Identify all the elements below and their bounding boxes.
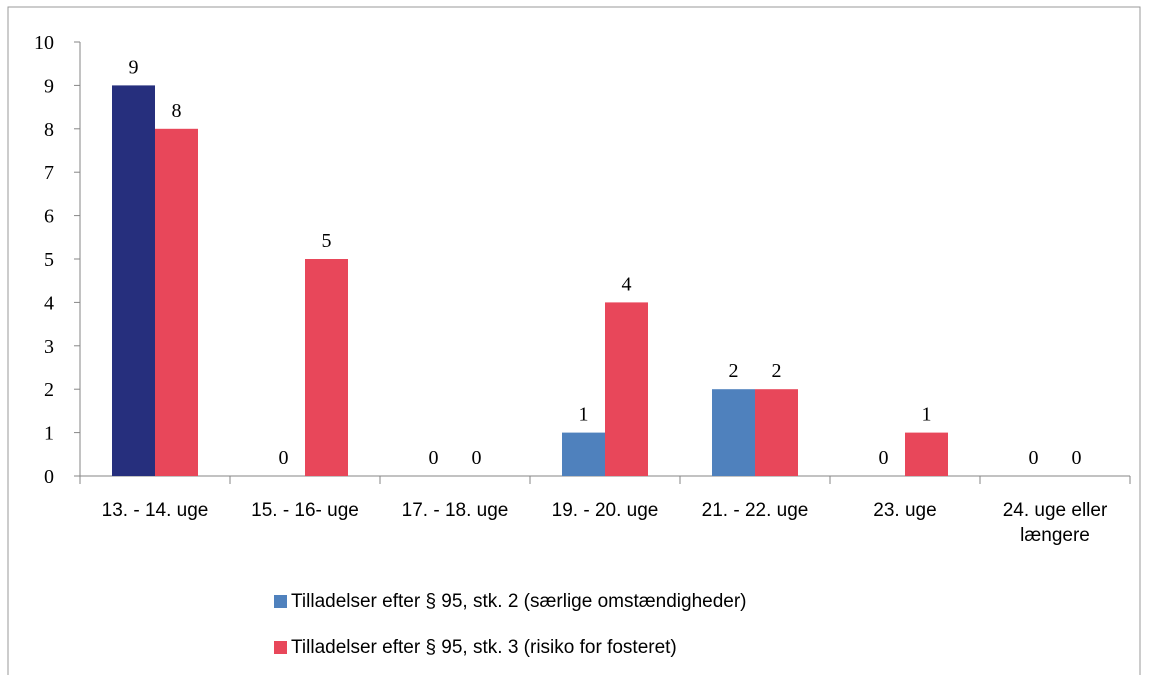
bar bbox=[562, 432, 605, 476]
data-label: 8 bbox=[172, 100, 182, 122]
x-tick-label: 15. - 16- uge bbox=[251, 500, 359, 521]
chart-border bbox=[7, 6, 1141, 675]
y-tick-label: 0 bbox=[44, 466, 54, 488]
data-label: 5 bbox=[322, 230, 332, 252]
y-tick-label: 7 bbox=[44, 162, 54, 184]
y-tick-label: 4 bbox=[44, 292, 54, 314]
x-tick-label: 17. - 18. uge bbox=[401, 500, 509, 521]
y-tick-label: 1 bbox=[44, 423, 54, 445]
bar bbox=[155, 128, 198, 477]
legend-swatch bbox=[274, 595, 287, 608]
data-label: 0 bbox=[1029, 447, 1039, 469]
legend-swatch bbox=[274, 641, 287, 654]
bar bbox=[905, 432, 948, 476]
x-tick-label: 19. - 20. uge bbox=[551, 500, 659, 521]
y-tick-label: 8 bbox=[44, 119, 54, 141]
data-label: 0 bbox=[429, 447, 439, 469]
y-tick-label: 3 bbox=[44, 336, 54, 358]
x-tick-label: 23. uge bbox=[873, 500, 937, 521]
bar bbox=[755, 389, 798, 476]
data-label: 2 bbox=[772, 360, 782, 382]
y-tick-label: 10 bbox=[34, 32, 54, 54]
bar bbox=[305, 259, 348, 476]
y-tick-label: 6 bbox=[44, 206, 54, 228]
data-label: 1 bbox=[922, 404, 932, 426]
y-tick-label: 5 bbox=[44, 249, 54, 271]
data-label: 2 bbox=[729, 360, 739, 382]
legend-label: Tilladelser efter § 95, stk. 2 (særlige … bbox=[291, 591, 747, 612]
data-label: 1 bbox=[579, 404, 589, 426]
x-tick-label: 21. - 22. uge bbox=[701, 500, 809, 521]
data-label: 0 bbox=[472, 447, 482, 469]
bar bbox=[112, 85, 155, 477]
y-tick-label: 9 bbox=[44, 75, 54, 97]
bar bbox=[605, 302, 648, 476]
x-tick-label: 24. uge eller længere bbox=[1002, 500, 1108, 546]
data-label: 0 bbox=[1072, 447, 1082, 469]
x-tick-label: 13. - 14. uge bbox=[101, 500, 209, 521]
y-tick-label: 2 bbox=[44, 379, 54, 401]
data-label: 4 bbox=[622, 273, 632, 295]
data-label: 0 bbox=[279, 447, 289, 469]
data-label: 0 bbox=[879, 447, 889, 469]
bar bbox=[712, 389, 755, 476]
data-label: 9 bbox=[129, 56, 139, 78]
legend-label: Tilladelser efter § 95, stk. 3 (risiko f… bbox=[291, 637, 677, 658]
